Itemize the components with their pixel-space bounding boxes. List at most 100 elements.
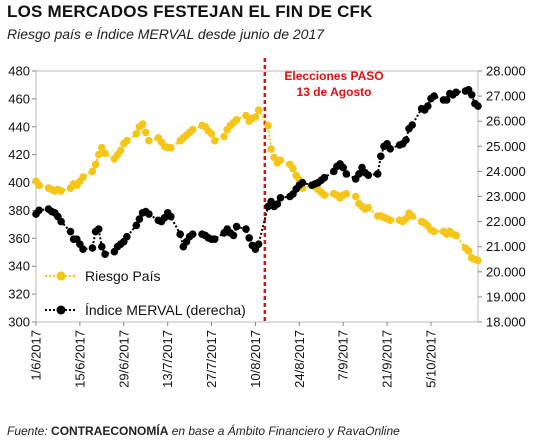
data-point (145, 210, 153, 218)
data-point (232, 222, 241, 231)
y-right-tick-label: 27.000 (486, 89, 526, 104)
legend: Riesgo País Índice MERVAL (derecha) (45, 268, 246, 318)
data-point (402, 136, 410, 144)
data-point (79, 245, 87, 253)
data-point (408, 212, 417, 220)
y-left-tick-label: 440 (8, 119, 30, 134)
data-point (339, 163, 348, 172)
y-right-tick-label: 24.000 (486, 164, 526, 179)
data-point (123, 136, 131, 145)
data-point (267, 145, 275, 153)
x-tick-label: 29/6/2017 (116, 330, 131, 388)
data-point (57, 187, 65, 195)
data-point (232, 116, 241, 124)
data-point (132, 221, 141, 230)
legend-item: Índice MERVAL (derecha) (45, 302, 246, 318)
data-point (442, 96, 451, 104)
y-right-tick-label: 18.000 (486, 315, 526, 330)
annotation-label: Elecciones PASO (284, 69, 383, 83)
y-left-tick-label: 460 (8, 91, 30, 106)
data-point (242, 111, 250, 120)
data-point (94, 225, 103, 233)
x-tick-label: 1/6/2017 (29, 330, 44, 381)
chart-subtitle: Riesgo país e Índice MERVAL desde junio … (7, 26, 325, 42)
y-left-tick-label: 340 (8, 259, 30, 274)
source-brand: CONTRAECONOMÍA (51, 424, 169, 438)
chart: 300 320 340 360 380 400 420 440 460 480 18.000 19.0… (8, 58, 526, 388)
data-point (364, 171, 373, 179)
data-point (424, 102, 432, 110)
data-point (98, 143, 106, 152)
data-point (220, 132, 228, 141)
x-tick-label: 10/8/2017 (248, 330, 263, 388)
y-left-tick-label: 480 (8, 64, 30, 79)
data-point (276, 156, 285, 164)
x-tick-label: 24/8/2017 (292, 330, 307, 388)
data-point (207, 130, 216, 138)
data-point (402, 215, 410, 223)
annotation-label: 13 de Agosto (297, 85, 372, 99)
y-left-tick-label: 380 (8, 203, 30, 218)
data-point (251, 113, 260, 121)
data-point (167, 143, 175, 152)
x-tick-label: 5/10/2017 (423, 330, 438, 388)
axes: 300 320 340 360 380 400 420 440 460 480 18.000 19.0… (8, 64, 525, 388)
x-tick-label: 27/7/2017 (204, 330, 219, 388)
y-right-tick-label: 26.000 (486, 114, 526, 129)
y-right-tick-label: 21.000 (486, 239, 526, 254)
data-point (320, 173, 329, 182)
data-point (342, 189, 351, 198)
data-point (373, 170, 382, 178)
y-right-tick-label: 28.000 (486, 64, 526, 79)
data-point (229, 231, 238, 240)
legend-swatch-marker (56, 305, 66, 315)
data-point (188, 125, 197, 134)
data-point (270, 153, 279, 162)
data-point (57, 217, 65, 226)
data-point (474, 102, 482, 110)
y-right-tick-label: 20.000 (486, 264, 526, 279)
data-point (116, 146, 125, 155)
y-left-tick-label: 320 (8, 287, 30, 302)
data-point (364, 203, 373, 212)
data-point (101, 149, 109, 158)
data-point (452, 231, 460, 240)
data-point (132, 130, 141, 138)
source-note: Fuente: CONTRAECONOMÍA en base a Ámbito … (7, 424, 400, 438)
data-point (167, 212, 175, 221)
data-point (254, 240, 263, 248)
data-point (88, 167, 97, 176)
data-point (88, 244, 97, 252)
data-point (474, 256, 482, 265)
x-tick-label: 13/7/2017 (160, 330, 175, 388)
data-point (188, 230, 197, 238)
data-point (467, 91, 476, 99)
y-left-tick-label: 300 (8, 315, 30, 330)
data-point (377, 152, 385, 161)
data-point (94, 150, 103, 159)
series-2 (32, 86, 482, 258)
data-point (123, 232, 131, 241)
series-line (35, 107, 479, 262)
data-point (135, 215, 144, 223)
y-right-tick-label: 22.000 (486, 214, 526, 229)
data-point (264, 121, 272, 130)
data-point (66, 227, 75, 236)
data-point (79, 173, 87, 181)
y-right-tick-label: 25.000 (486, 139, 526, 154)
y-right-tick-label: 19.000 (486, 289, 526, 304)
data-point (210, 235, 219, 243)
data-point (210, 136, 219, 145)
data-point (176, 230, 184, 238)
data-point (355, 170, 363, 178)
data-point (351, 192, 360, 201)
legend-label: Riesgo País (85, 268, 160, 284)
legend-swatch-marker (56, 271, 66, 281)
y-right-tick-label: 23.000 (486, 189, 526, 204)
data-point (276, 194, 285, 202)
data-point (245, 234, 253, 242)
data-point (101, 250, 109, 258)
y-left-tick-label: 420 (8, 147, 30, 162)
chart-title: LOS MERCADOS FESTEJAN EL FIN DE CFK (7, 2, 373, 21)
x-tick-label: 7/9/2017 (336, 330, 351, 381)
